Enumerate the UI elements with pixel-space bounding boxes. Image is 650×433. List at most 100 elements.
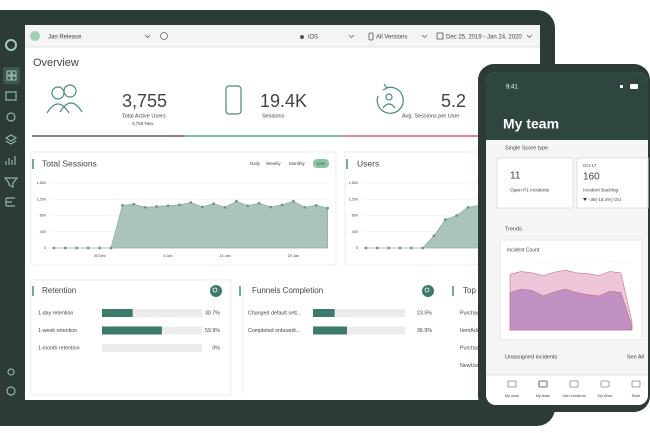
tab-label[interactable]: My team — [536, 394, 551, 398]
tab-label[interactable]: Intel incidents — [562, 394, 585, 398]
nav-icon[interactable] — [4, 134, 18, 145]
bar-track — [102, 309, 202, 317]
replay-icon — [376, 83, 404, 114]
y-tick-label: 400 — [40, 230, 46, 234]
stat-value: 5.2 — [441, 91, 466, 111]
row-label: Changed default sett... — [248, 310, 301, 316]
event-name[interactable]: ItemAdde — [460, 328, 483, 334]
section-label: Trends — [505, 226, 522, 232]
data-point — [166, 204, 170, 208]
toggle[interactable]: Live — [317, 161, 326, 166]
data-point — [443, 218, 447, 221]
y-tick-label: 800 — [40, 214, 46, 218]
platform-select[interactable]: iOS — [308, 35, 318, 41]
data-point — [421, 246, 425, 250]
chevron[interactable] — [348, 34, 355, 39]
tab-icon — [600, 380, 610, 388]
score-date: Oct 17 — [583, 163, 597, 168]
data-point — [269, 205, 272, 209]
stat-label: Sessions — [262, 113, 285, 119]
data-point — [223, 205, 227, 209]
data-point — [387, 246, 391, 250]
data-point — [409, 246, 413, 250]
event-name[interactable]: NewUse — [460, 363, 480, 369]
nav-icon[interactable] — [11, 70, 17, 76]
nav-icon[interactable] — [5, 156, 16, 165]
bar — [313, 309, 335, 317]
row-label: 1-day retention — [38, 310, 73, 316]
data-point — [143, 205, 147, 209]
toggle[interactable]: Weekly — [266, 161, 281, 166]
sidebar — [3, 39, 20, 396]
nav-icon[interactable] — [5, 91, 17, 101]
data-point — [280, 203, 284, 207]
data-point — [178, 203, 181, 207]
data-point — [200, 205, 204, 209]
see-all-link[interactable]: See All — [627, 354, 644, 360]
y-tick-label: 1,200 — [36, 197, 46, 201]
tab-icon — [538, 380, 548, 388]
section-label: Single Score type — [505, 145, 548, 151]
tab-icon — [569, 380, 579, 388]
nav-icon[interactable] — [7, 368, 15, 376]
toggle[interactable]: Monthly — [289, 161, 306, 166]
app-icon[interactable] — [30, 31, 40, 41]
x-tick-label: 20 Jan — [288, 254, 299, 258]
data-point — [326, 206, 329, 210]
event-name[interactable]: Purchas — [460, 345, 480, 351]
data-point — [398, 246, 402, 250]
search-button[interactable] — [210, 285, 222, 297]
logo — [5, 39, 17, 51]
chevron[interactable] — [144, 34, 151, 39]
y-tick-label: 0 — [44, 246, 46, 250]
tab-label[interactable]: More — [632, 394, 641, 398]
y-tick-label: 1,600 — [36, 181, 46, 185]
calendar-icon — [436, 32, 444, 40]
nav-icon[interactable] — [6, 75, 12, 81]
x-tick-label: 6 Jan — [163, 254, 172, 258]
data-point — [132, 202, 136, 206]
data-point — [303, 205, 307, 209]
data-point — [155, 205, 159, 208]
nav-icon[interactable] — [6, 112, 16, 122]
bar-track — [313, 326, 405, 335]
date-range[interactable]: Dec 25, 2019 - Jan 24, 2020 — [446, 35, 522, 41]
trend-down-icon — [583, 198, 587, 201]
page-title: Overview — [33, 57, 79, 69]
nav-icon[interactable] — [5, 197, 15, 207]
y-tick-label: 1,600 — [348, 181, 358, 185]
project-name[interactable]: Jan Release — [48, 35, 82, 41]
tab-bar — [486, 375, 648, 405]
data-point — [257, 201, 261, 205]
row-label: 1-week retention — [38, 328, 77, 334]
nav-icon[interactable] — [6, 386, 16, 396]
tab-label[interactable]: My Work — [598, 394, 613, 398]
incident-chart — [509, 261, 633, 331]
chart-title: Incident Count — [507, 247, 540, 253]
x-tick-label: 30 Dec — [94, 254, 106, 258]
chevron[interactable] — [421, 34, 428, 39]
help-icon[interactable] — [160, 32, 168, 40]
bar-track — [102, 344, 202, 352]
nav-icon[interactable] — [6, 70, 12, 76]
row-label: 1-month retention — [38, 345, 80, 351]
card-title: Funnels Completion — [252, 286, 323, 295]
card-title: Top Ev — [463, 286, 487, 295]
top-bar — [25, 25, 540, 47]
bar — [102, 326, 162, 335]
nav-icon[interactable] — [11, 75, 17, 81]
screen-title: My team — [503, 116, 559, 132]
data-point — [292, 199, 295, 203]
toggle[interactable]: Daily — [250, 161, 261, 166]
search-button[interactable] — [422, 285, 434, 297]
score-card[interactable] — [576, 157, 649, 209]
version-select[interactable]: All Versions — [376, 35, 407, 41]
event-name[interactable]: Purchase — [460, 310, 482, 316]
nav-icon[interactable] — [3, 177, 19, 188]
chevron[interactable] — [526, 34, 533, 39]
tab-label[interactable]: My work — [505, 394, 519, 398]
score-card[interactable] — [496, 157, 574, 209]
data-point — [375, 246, 379, 250]
card-title: Total Sessions — [42, 158, 97, 168]
